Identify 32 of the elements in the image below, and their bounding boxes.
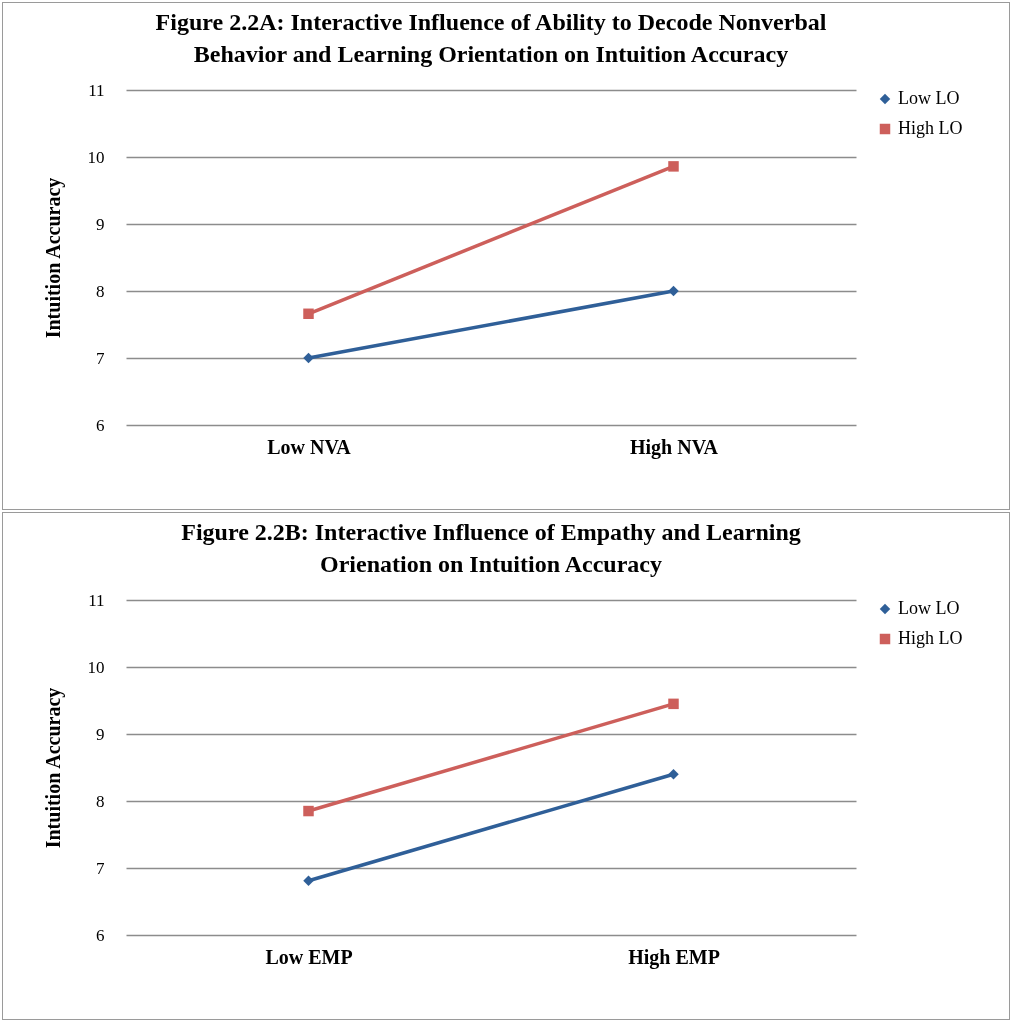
y-tick-label: 11 [88, 80, 105, 100]
y-tick-label: 6 [96, 415, 105, 435]
y-tick-label: 8 [96, 281, 105, 301]
legend-label: Low LO [898, 598, 960, 618]
y-axis-title: Intuition Accuracy [41, 687, 65, 849]
y-tick-label: 9 [96, 214, 105, 234]
point [668, 768, 679, 780]
y-tick-label: 9 [96, 724, 105, 744]
point [668, 161, 679, 172]
legend-label: Low LO [898, 88, 960, 108]
y-tick-label: 7 [96, 348, 105, 368]
point [303, 308, 314, 320]
y-tick-label: 10 [87, 657, 105, 677]
x-tick-label: Low NVA [267, 435, 352, 458]
y-tick-label: 6 [96, 925, 105, 945]
x-tick-label: High NVA [630, 435, 719, 459]
y-tick-label: 10 [87, 147, 105, 167]
point [668, 285, 679, 297]
y-tick-label: 7 [96, 858, 105, 878]
x-tick-label: High EMP [628, 945, 720, 969]
chart-title: Figure 2.2A: Interactive Influence of Ability to Decode Nonverbal Behavior and Learning Orientation on Intuition Accuracy [155, 9, 827, 67]
y-tick-label: 11 [88, 590, 105, 610]
point [668, 698, 679, 710]
point [303, 352, 314, 364]
y-tick-label: 8 [96, 791, 105, 811]
legend-label: High LO [898, 628, 963, 648]
chart-title: Figure 2.2B: Interactive Influence of Empathy and Learning Orienation on Intuition Accuracy [181, 519, 801, 577]
y-axis-title: Intuition Accuracy [41, 177, 65, 339]
legend-label: High LO [898, 118, 963, 138]
point [303, 875, 314, 886]
point [303, 805, 314, 817]
x-tick-label: Low EMP [265, 945, 353, 968]
